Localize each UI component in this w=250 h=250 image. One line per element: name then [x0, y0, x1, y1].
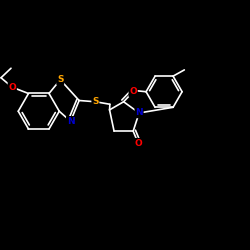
Text: O: O [129, 87, 137, 96]
Text: O: O [134, 139, 142, 148]
Text: S: S [92, 97, 98, 106]
Text: S: S [57, 75, 64, 84]
Text: O: O [8, 83, 16, 92]
Text: N: N [67, 117, 74, 126]
Text: N: N [135, 108, 143, 118]
